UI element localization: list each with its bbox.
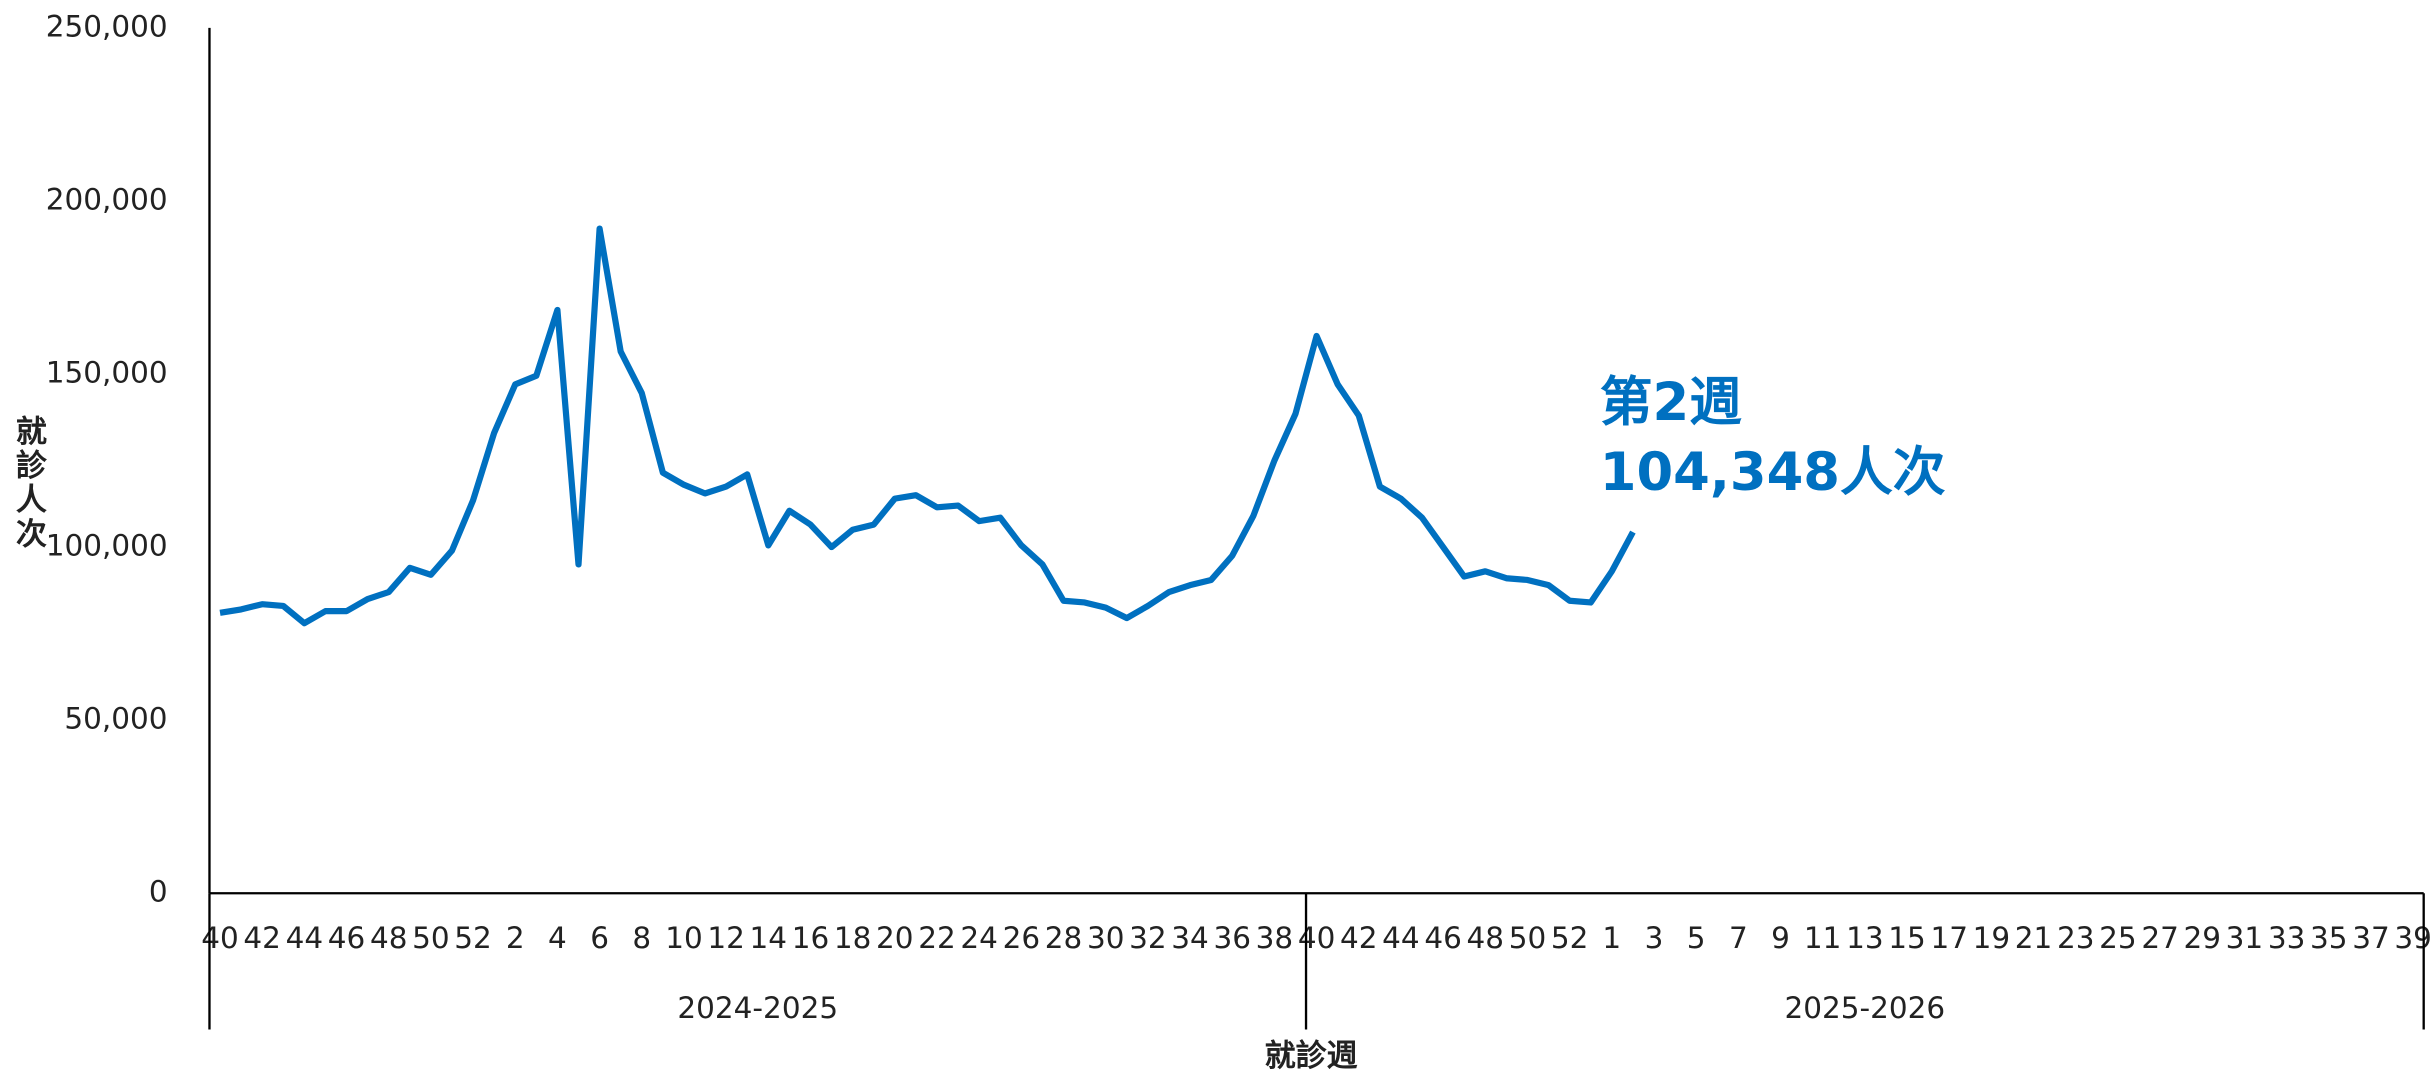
x-tick-label: 25 [2099,921,2137,955]
x-axis-title: 就診週 [1265,1038,1358,1074]
x-tick-label: 50 [1509,921,1547,955]
x-tick-label: 38 [1256,921,1294,955]
x-tick-label: 24 [960,921,998,955]
y-axis-title: 就診人次 [10,415,47,551]
x-tick-label: 30 [1087,921,1125,955]
x-tick-label: 16 [792,921,830,955]
x-tick-label: 5 [1687,921,1706,955]
x-tick-label: 39 [2394,921,2432,955]
y-tick-label: 0 [149,875,168,909]
x-tick-label: 32 [1129,921,1167,955]
x-tick-label: 19 [1973,921,2011,955]
x-tick-label: 22 [918,921,956,955]
x-tick-label: 20 [876,921,914,955]
x-tick-label: 17 [1930,921,1968,955]
x-tick-label: 48 [370,921,408,955]
x-tick-label: 50 [412,921,450,955]
x-tick-label: 6 [590,921,609,955]
x-tick-label: 29 [2184,921,2222,955]
x-tick-label: 4 [548,921,567,955]
x-tick-label: 14 [750,921,788,955]
x-tick-label: 7 [1729,921,1748,955]
x-tick-label: 18 [834,921,872,955]
x-tick-label: 37 [2352,921,2390,955]
x-tick-label: 27 [2141,921,2179,955]
x-tick-label: 1 [1602,921,1621,955]
annotation: 第2週 [1600,372,1743,433]
x-tick-label: 46 [328,921,366,955]
y-tick-label: 200,000 [46,182,168,216]
x-tick-label: 52 [1551,921,1589,955]
y-tick-label: 250,000 [46,9,168,43]
x-tick-label: 26 [1003,921,1041,955]
y-tick-label: 150,000 [46,356,168,390]
x-tick-label: 3 [1645,921,1664,955]
x-tick-label: 52 [454,921,492,955]
x-tick-label: 34 [1171,921,1209,955]
x-tick-label: 33 [2268,921,2306,955]
x-tick-label: 10 [665,921,703,955]
x-tick-label: 21 [2015,921,2053,955]
x-tick-label: 42 [1340,921,1378,955]
x-tick-label: 36 [1213,921,1251,955]
value-label: 104,348人次 [1600,442,1946,503]
x-tick-label: 15 [1888,921,1926,955]
y-tick-label: 100,000 [46,529,168,563]
line-series [219,225,1636,627]
x-tick-label: 42 [243,921,281,955]
x-tick-label: 46 [1424,921,1462,955]
x-tick-label: 8 [632,921,651,955]
group-label: 2025-2026 [1785,991,1946,1025]
x-tick-label: 40 [1298,921,1336,955]
x-tick-label: 44 [286,921,324,955]
x-tick-label: 12 [707,921,745,955]
y-tick-label: 50,000 [64,702,167,736]
x-tick-label: 44 [1382,921,1420,955]
x-tick-label: 23 [2057,921,2095,955]
x-tick-label: 9 [1771,921,1790,955]
group-label: 2024-2025 [677,991,838,1025]
x-tick-label: 35 [2310,921,2348,955]
x-tick-label: 31 [2226,921,2264,955]
x-tick-label: 48 [1467,921,1505,955]
x-tick-label: 2 [506,921,525,955]
x-tick-label: 28 [1045,921,1083,955]
x-tick-label: 11 [1804,921,1842,955]
x-tick-label: 13 [1846,921,1884,955]
x-tick-label: 40 [201,921,239,955]
